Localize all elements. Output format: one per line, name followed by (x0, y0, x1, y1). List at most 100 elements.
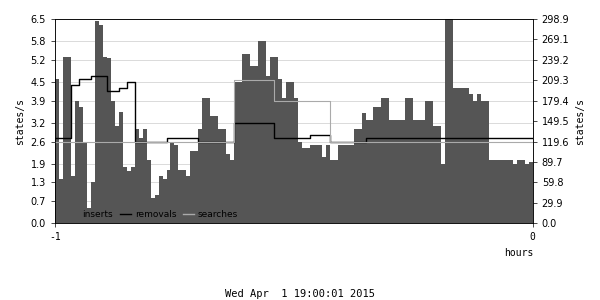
Bar (370, 120, 373, 223)
Bar (406, 98, 409, 223)
Bar (298, 142, 302, 223)
Bar (131, 167, 134, 223)
Bar (234, 82, 238, 223)
Bar (397, 120, 401, 223)
Bar (206, 98, 210, 223)
Bar (477, 94, 481, 223)
Bar (350, 145, 353, 223)
Bar (115, 126, 119, 223)
Bar (382, 98, 385, 223)
Bar (465, 88, 469, 223)
Bar (83, 142, 87, 223)
Bar (210, 116, 214, 223)
Bar (199, 129, 202, 223)
Bar (170, 142, 175, 223)
Bar (481, 101, 485, 223)
Bar (59, 179, 63, 223)
Bar (329, 160, 334, 223)
Bar (290, 82, 294, 223)
Bar (453, 88, 457, 223)
Bar (146, 160, 151, 223)
Bar (473, 101, 477, 223)
Bar (226, 154, 230, 223)
Bar (274, 57, 278, 223)
Bar (254, 66, 258, 223)
Bar (334, 160, 338, 223)
Bar (230, 160, 234, 223)
Bar (67, 57, 71, 223)
Bar (461, 88, 465, 223)
Bar (517, 160, 521, 223)
Bar (445, 19, 449, 223)
Y-axis label: states/s: states/s (575, 98, 585, 145)
Bar (55, 79, 59, 223)
Bar (373, 107, 377, 223)
Bar (63, 57, 67, 223)
Bar (278, 79, 282, 223)
Bar (75, 101, 79, 223)
Bar (353, 129, 358, 223)
Bar (525, 164, 529, 223)
Bar (365, 120, 370, 223)
Bar (214, 116, 218, 223)
Bar (134, 129, 139, 223)
Bar (103, 57, 107, 223)
Bar (377, 107, 382, 223)
Bar (175, 145, 178, 223)
Y-axis label: states/s: states/s (15, 98, 25, 145)
Bar (322, 157, 326, 223)
X-axis label: hours: hours (503, 248, 533, 258)
Bar (326, 145, 329, 223)
Bar (79, 107, 83, 223)
Bar (143, 129, 146, 223)
Bar (385, 98, 389, 223)
Bar (95, 21, 99, 223)
Bar (242, 54, 246, 223)
Bar (294, 98, 298, 223)
Text: Wed Apr  1 19:00:01 2015: Wed Apr 1 19:00:01 2015 (225, 289, 375, 299)
Bar (270, 57, 274, 223)
Bar (178, 170, 182, 223)
Bar (429, 101, 433, 223)
Bar (187, 176, 190, 223)
Bar (87, 208, 91, 223)
Bar (119, 112, 123, 223)
Bar (123, 167, 127, 223)
Bar (425, 101, 429, 223)
Bar (493, 160, 497, 223)
Bar (501, 160, 505, 223)
Bar (250, 66, 254, 223)
Bar (262, 41, 266, 223)
Bar (107, 58, 111, 223)
Bar (417, 120, 421, 223)
Bar (158, 176, 163, 223)
Bar (167, 170, 170, 223)
Bar (302, 148, 306, 223)
Bar (421, 120, 425, 223)
Bar (338, 145, 341, 223)
Bar (441, 164, 445, 223)
Bar (238, 82, 242, 223)
Bar (258, 41, 262, 223)
Bar (310, 145, 314, 223)
Bar (521, 160, 525, 223)
Bar (358, 129, 362, 223)
Bar (306, 148, 310, 223)
Bar (91, 182, 95, 223)
Legend: inserts, removals, searches: inserts, removals, searches (64, 207, 242, 223)
Bar (155, 195, 158, 223)
Bar (389, 120, 394, 223)
Bar (139, 138, 143, 223)
Bar (190, 151, 194, 223)
Bar (409, 98, 413, 223)
Bar (127, 171, 131, 223)
Bar (111, 101, 115, 223)
Bar (346, 145, 350, 223)
Bar (218, 129, 222, 223)
Bar (202, 98, 206, 223)
Bar (163, 179, 167, 223)
Bar (394, 120, 397, 223)
Bar (282, 98, 286, 223)
Bar (266, 76, 270, 223)
Bar (529, 162, 533, 223)
